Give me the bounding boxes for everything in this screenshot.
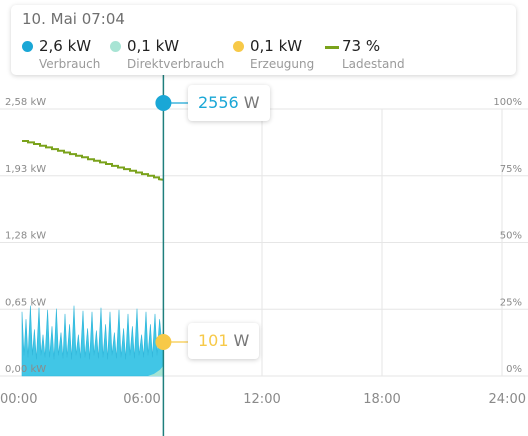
y-right-tick-label: 25% xyxy=(500,297,522,308)
y-right-tick-label: 100% xyxy=(493,97,522,108)
x-tick-label: 18:00 xyxy=(363,392,400,407)
consumption-value: 2,6 kW xyxy=(39,37,92,55)
generation-value: 0,1 kW xyxy=(250,37,303,55)
x-tick-label: 00:00 xyxy=(0,392,37,407)
generation-label: Erzeugung xyxy=(250,57,315,71)
charge-level-label: Ladestand xyxy=(342,57,405,71)
y-right-tick-label: 0% xyxy=(506,364,522,375)
charge-level-line-icon xyxy=(325,46,339,49)
self-consumption-value: 0,1 kW xyxy=(127,37,180,55)
generation-callout-unit: W xyxy=(233,331,250,350)
generation-dot-icon xyxy=(233,41,244,52)
y-right-tick-label: 50% xyxy=(500,231,522,242)
self-consumption-area xyxy=(148,365,164,376)
grid-lines xyxy=(0,108,528,377)
x-axis-labels: 00:00 06:00 12:00 18:00 24:00 xyxy=(0,392,526,407)
y-right-tick-label: 75% xyxy=(500,164,522,175)
state-of-charge-series-line xyxy=(22,140,164,181)
generation-callout: 101 W xyxy=(188,323,260,359)
self-consumption-label: Direktverbrauch xyxy=(127,57,225,71)
consumption-dot-icon xyxy=(22,41,33,52)
consumption-label: Verbrauch xyxy=(39,57,101,71)
y-left-tick-label: 1,28 kW xyxy=(5,231,46,242)
consumption-callout: 2556 W xyxy=(188,85,270,121)
x-tick-label: 24:00 xyxy=(489,392,526,407)
x-tick-label: 06:00 xyxy=(123,392,160,407)
x-tick-label: 12:00 xyxy=(243,392,280,407)
consumption-callout-unit: W xyxy=(243,93,260,112)
consumption-marker xyxy=(155,95,172,111)
y-axis-labels: 2,58 kW 100% 1,93 kW 75% 1,28 kW 50% 0,65 kW 25… xyxy=(5,97,522,375)
generation-callout-value: 101 xyxy=(198,331,229,350)
self-consumption-dot-icon xyxy=(110,41,121,52)
charge-level-value: 73 % xyxy=(342,37,381,55)
y-left-tick-label: 1,93 kW xyxy=(5,164,46,175)
y-left-tick-label: 2,58 kW xyxy=(5,97,46,108)
generation-marker xyxy=(155,334,172,350)
legend-card: 10. Mai 07:04 2,6 kW Verbrauch 0,1 kW Di… xyxy=(11,5,516,75)
state-of-charge-line xyxy=(22,140,164,181)
consumption-callout-value: 2556 xyxy=(198,93,239,112)
consumption-series-area xyxy=(21,305,164,377)
consumption-area xyxy=(21,305,164,377)
y-left-tick-label: 0,65 kW xyxy=(5,297,46,308)
self-consumption-series-area xyxy=(148,365,164,376)
y-left-tick-label: 0,00 kW xyxy=(5,364,46,375)
time-cursor xyxy=(155,45,188,436)
timestamp: 10. Mai 07:04 xyxy=(22,10,125,28)
